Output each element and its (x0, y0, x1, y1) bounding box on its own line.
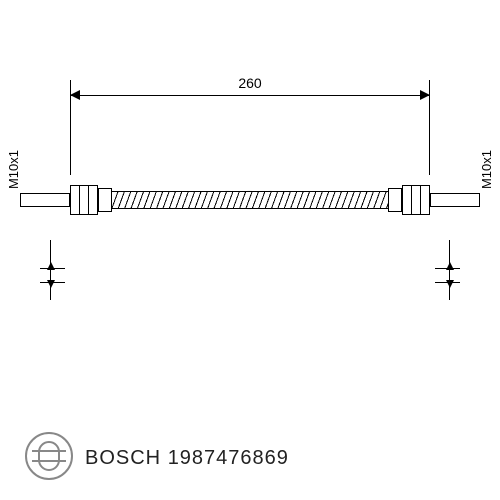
arrow-down-icon (47, 280, 55, 288)
dimension-line (70, 95, 430, 96)
technical-diagram: 260 (20, 80, 480, 300)
collar-right (388, 188, 402, 212)
braided-pattern (112, 192, 388, 208)
collar-left (98, 188, 112, 212)
end-fitting-right (430, 193, 480, 207)
logo-armature (38, 441, 60, 471)
thread-dim-line-right (449, 240, 450, 300)
hex-nut-left (70, 185, 98, 215)
length-dimension: 260 (70, 80, 430, 110)
thread-spec-right: M10x1 (479, 150, 494, 189)
bosch-logo-icon (25, 432, 73, 480)
brand-label: BOSCH 1987476869 (85, 447, 289, 470)
hose-body (112, 191, 388, 209)
hex-nut-right (402, 185, 430, 215)
end-fitting-left (20, 193, 70, 207)
thread-dim-line-left (50, 240, 51, 300)
arrow-up-icon (446, 262, 454, 270)
thread-spec-left: M10x1 (6, 150, 21, 189)
hose-assembly (20, 175, 480, 225)
brand-name: BOSCH (85, 447, 161, 469)
arrow-up-icon (47, 262, 55, 270)
arrow-right-icon (420, 90, 430, 100)
length-value: 260 (230, 75, 269, 91)
part-number: 1987476869 (168, 447, 289, 469)
arrow-left-icon (70, 90, 80, 100)
arrow-down-icon (446, 280, 454, 288)
